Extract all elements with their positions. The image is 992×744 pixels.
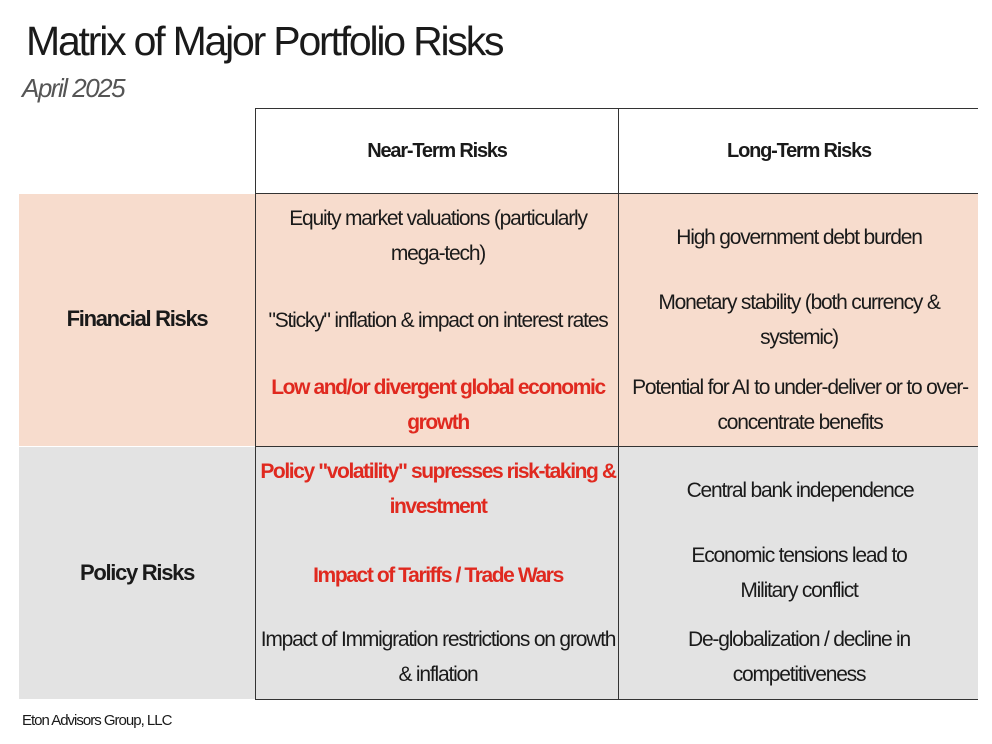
column-header-long-term: Long-Term Risks (727, 139, 872, 162)
grid-top-line (256, 108, 978, 109)
page-date: April 2025 (22, 73, 126, 103)
policy-risks-band (19, 447, 978, 699)
financial-near-term-risk: "Sticky" inflation & impact on interest … (268, 308, 608, 332)
policy-near-term-risk-highlighted: Impact of Tariffs / Trade Wars (313, 563, 564, 587)
financial-near-term-risk: Equity market valuations (particularly m… (289, 207, 588, 265)
financial-long-term-risk: High government debt burden (676, 225, 923, 249)
grid-bottom-line (256, 699, 978, 700)
policy-long-term-risk: Economic tensions lead to Military confl… (691, 544, 907, 602)
policy-near-term-risk: Impact of Immigration restrictions on gr… (260, 628, 617, 686)
column-header-near-term: Near-Term Risks (367, 139, 508, 162)
financial-near-term-risk-highlighted: Low and/or divergent global economic gro… (271, 376, 606, 434)
grid-middle-line (256, 446, 978, 447)
grid-left-line (255, 108, 256, 700)
policy-near-term-risk-highlighted: Policy "volatility" supresses risk-takin… (260, 460, 617, 518)
grid-header-line (256, 193, 978, 194)
row-label-financial: Financial Risks (66, 306, 209, 331)
footer-company: Eton Advisors Group, LLC (22, 712, 172, 729)
financial-long-term-risk: Monetary stability (both currency & syst… (658, 291, 940, 349)
policy-long-term-risk: Central bank independence (686, 478, 915, 502)
financial-long-term-risk: Potential for AI to under-deliver or to … (632, 376, 969, 434)
financial-risks-band (19, 194, 978, 446)
row-label-policy: Policy Risks (79, 560, 195, 585)
grid-center-line (618, 108, 619, 700)
page-title: Matrix of Major Portfolio Risks (26, 18, 505, 64)
policy-long-term-risk: De-globalization / decline in competitiv… (687, 628, 911, 686)
